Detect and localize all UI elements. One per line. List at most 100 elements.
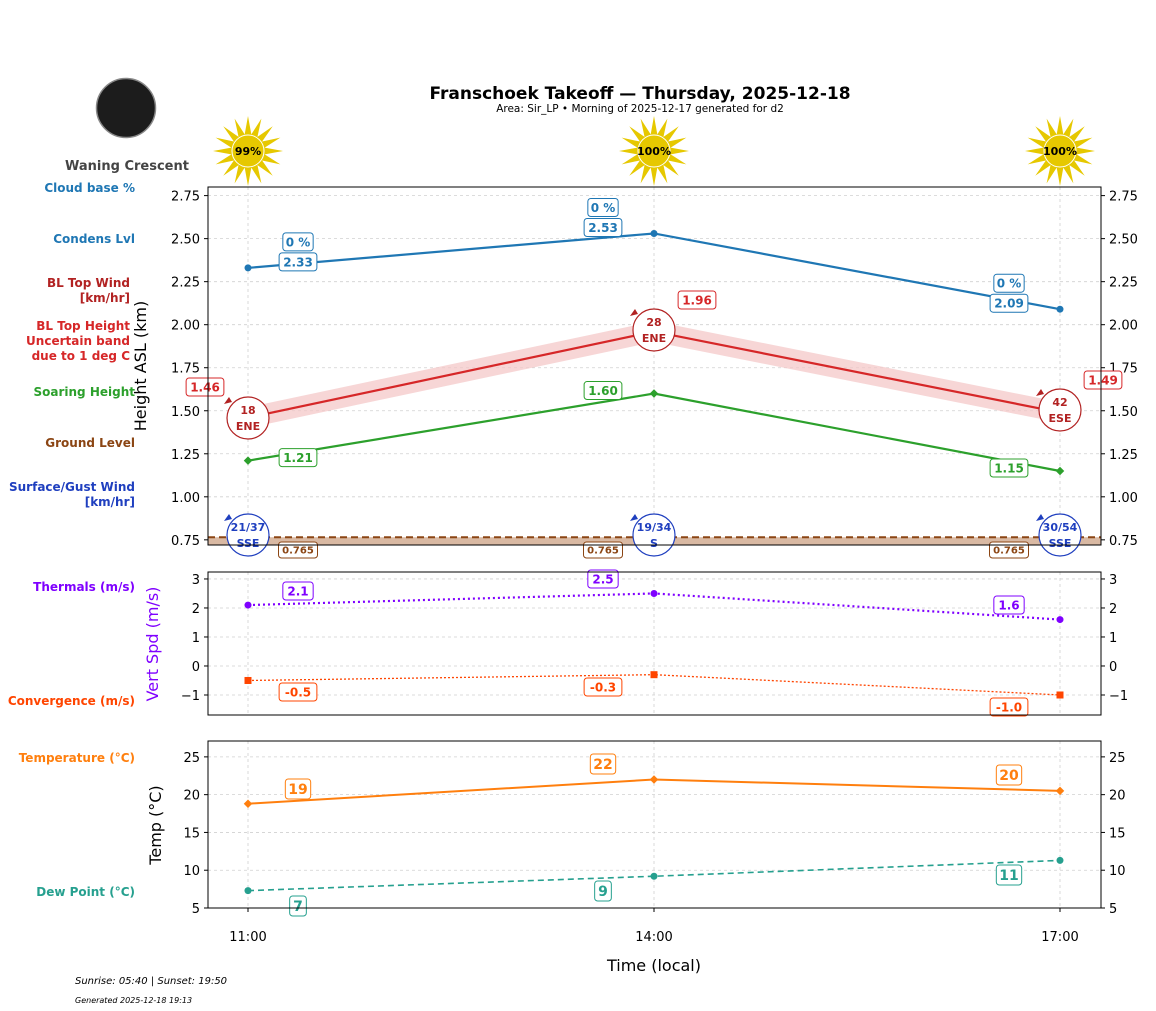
thermals-label-box xyxy=(993,595,1025,615)
bl-wind-speed: 42 xyxy=(1052,396,1067,409)
convergence-label: -0.3 xyxy=(590,680,616,694)
dew-point-label: 7 xyxy=(293,899,303,915)
label-convergence: Convergence (m/s) xyxy=(8,694,135,708)
soaring-point xyxy=(1055,466,1065,476)
condens-label: 2.33 xyxy=(283,255,313,269)
dew-point-label: 9 xyxy=(598,884,608,900)
x-tick-label: 14:00 xyxy=(635,930,672,945)
y-tick-label-right: −1 xyxy=(1109,689,1128,704)
sun-percent-label: 100% xyxy=(637,145,671,158)
convergence-point xyxy=(1056,691,1064,699)
soaring-label: 1.15 xyxy=(994,461,1024,475)
bl-height-label: 1.96 xyxy=(682,293,712,307)
convergence-label: -1.0 xyxy=(996,700,1022,714)
bl-wind-speed: 18 xyxy=(240,404,255,417)
y-tick-label-right: 1.50 xyxy=(1109,405,1138,420)
dew-point-line xyxy=(247,859,1061,892)
y-tick-label: 2.25 xyxy=(171,276,200,291)
plot-area: 0.75 0.751.00 1.001.25 1.251.50 1.501.75 1.75… xyxy=(171,116,1138,945)
y-tick-label: 1.25 xyxy=(171,448,200,463)
convergence-label-box xyxy=(278,682,318,702)
x-axis-label: Time (local) xyxy=(606,956,701,975)
dew-point-point xyxy=(650,872,658,880)
bl-wind-arrow-icon xyxy=(630,309,638,316)
bl-wind-speed: 28 xyxy=(646,316,661,329)
label-temperature: Temperature (°C) xyxy=(19,751,135,765)
sun-icon xyxy=(1025,116,1095,186)
thermals-label-box xyxy=(282,581,314,601)
y-tick-label-right: 1.00 xyxy=(1109,491,1138,506)
label-surface-wind: Surface/Gust Wind [km/hr] xyxy=(9,480,135,509)
y-tick-label-right: 1 xyxy=(1109,631,1117,646)
sun-disc-icon xyxy=(1043,134,1077,168)
surface-wind-direction: SSE xyxy=(1049,537,1072,550)
y-tick-label: 5 xyxy=(192,902,200,917)
surface-wind-direction: S xyxy=(650,537,658,550)
condens-point xyxy=(244,264,252,272)
bl-wind-circle xyxy=(1038,388,1082,432)
sun-disc-icon xyxy=(231,134,265,168)
soaring-label: 1.21 xyxy=(283,451,313,465)
sun-disc-icon xyxy=(637,134,671,168)
condens-label: 2.53 xyxy=(588,221,618,235)
condens-label-box xyxy=(278,252,318,272)
dew-point-label-box xyxy=(995,864,1023,886)
y-tick-label: 0.75 xyxy=(171,534,200,549)
y-tick-label-right: 2 xyxy=(1109,602,1117,617)
thermals-label: 2.1 xyxy=(287,584,308,598)
convergence-label: -0.5 xyxy=(285,685,311,699)
temperature-label: 19 xyxy=(288,782,307,798)
bl-height-label-box xyxy=(185,377,225,397)
surface-wind-arrow-icon xyxy=(630,514,638,521)
bl-wind-arrow-icon xyxy=(224,397,232,404)
temperature-label: 22 xyxy=(593,757,612,773)
thermals-point xyxy=(650,589,658,597)
cloud-base-label-box xyxy=(993,273,1025,293)
x-tick-label: 17:00 xyxy=(1041,930,1078,945)
y-tick-label-right: 0.75 xyxy=(1109,534,1138,549)
temperature-label-box xyxy=(995,764,1023,786)
ground-label-box xyxy=(989,541,1029,559)
y-tick-label-right: 3 xyxy=(1109,573,1117,588)
y-tick-label-right: 10 xyxy=(1109,864,1126,879)
bl-wind-direction: ENE xyxy=(236,420,260,433)
convergence-line xyxy=(247,674,1061,696)
temperature-label-box xyxy=(284,778,312,800)
sun-icon xyxy=(619,116,689,186)
sun-percent-label: 100% xyxy=(1043,145,1077,158)
cloud-base-label: 0 % xyxy=(997,277,1022,291)
dew-point-label-box xyxy=(594,880,612,902)
temperature-point xyxy=(649,775,659,784)
y-tick-label-right: 1.25 xyxy=(1109,448,1138,463)
label-soaring: Soaring Height xyxy=(34,385,136,399)
temperature-label: 20 xyxy=(999,768,1019,784)
y-tick-label-right: 2.25 xyxy=(1109,276,1138,291)
ground-label-box xyxy=(583,541,623,559)
thermals-label: 2.5 xyxy=(592,572,613,586)
ground-label-box xyxy=(278,541,318,559)
y-tick-label: 2.75 xyxy=(171,190,200,205)
soaring-label-box xyxy=(989,458,1029,478)
y-tick-label: 2 xyxy=(192,602,200,617)
condens-label-box xyxy=(989,293,1029,313)
y-tick-label: 10 xyxy=(183,864,200,879)
condens-label: 2.09 xyxy=(994,297,1024,311)
cloud-base-label: 0 % xyxy=(286,235,311,249)
dew-point-label: 11 xyxy=(999,868,1018,884)
bl-wind-direction: ENE xyxy=(642,332,666,345)
soaring-label-box xyxy=(583,381,623,401)
label-ground: Ground Level xyxy=(45,436,135,450)
thermals-label-box xyxy=(587,569,619,589)
convergence-label-box xyxy=(989,697,1029,717)
label-bl-height: BL Top Height Uncertain band due to 1 deg … xyxy=(26,319,130,363)
sun-times: Sunrise: 05:40 | Sunset: 19:50 xyxy=(75,976,227,987)
surface-wind-arrow-icon xyxy=(1036,514,1044,521)
y-tick-label-right: 20 xyxy=(1109,789,1126,804)
bl-height-label: 1.46 xyxy=(190,380,220,394)
sun-icon xyxy=(213,116,283,186)
moon-icon xyxy=(95,77,157,139)
bl-height-label: 1.49 xyxy=(1088,373,1118,387)
label-thermals: Thermals (m/s) xyxy=(33,580,135,594)
thermals-point xyxy=(244,601,252,609)
generated-time: Generated 2025-12-18 19:13 xyxy=(75,996,192,1005)
